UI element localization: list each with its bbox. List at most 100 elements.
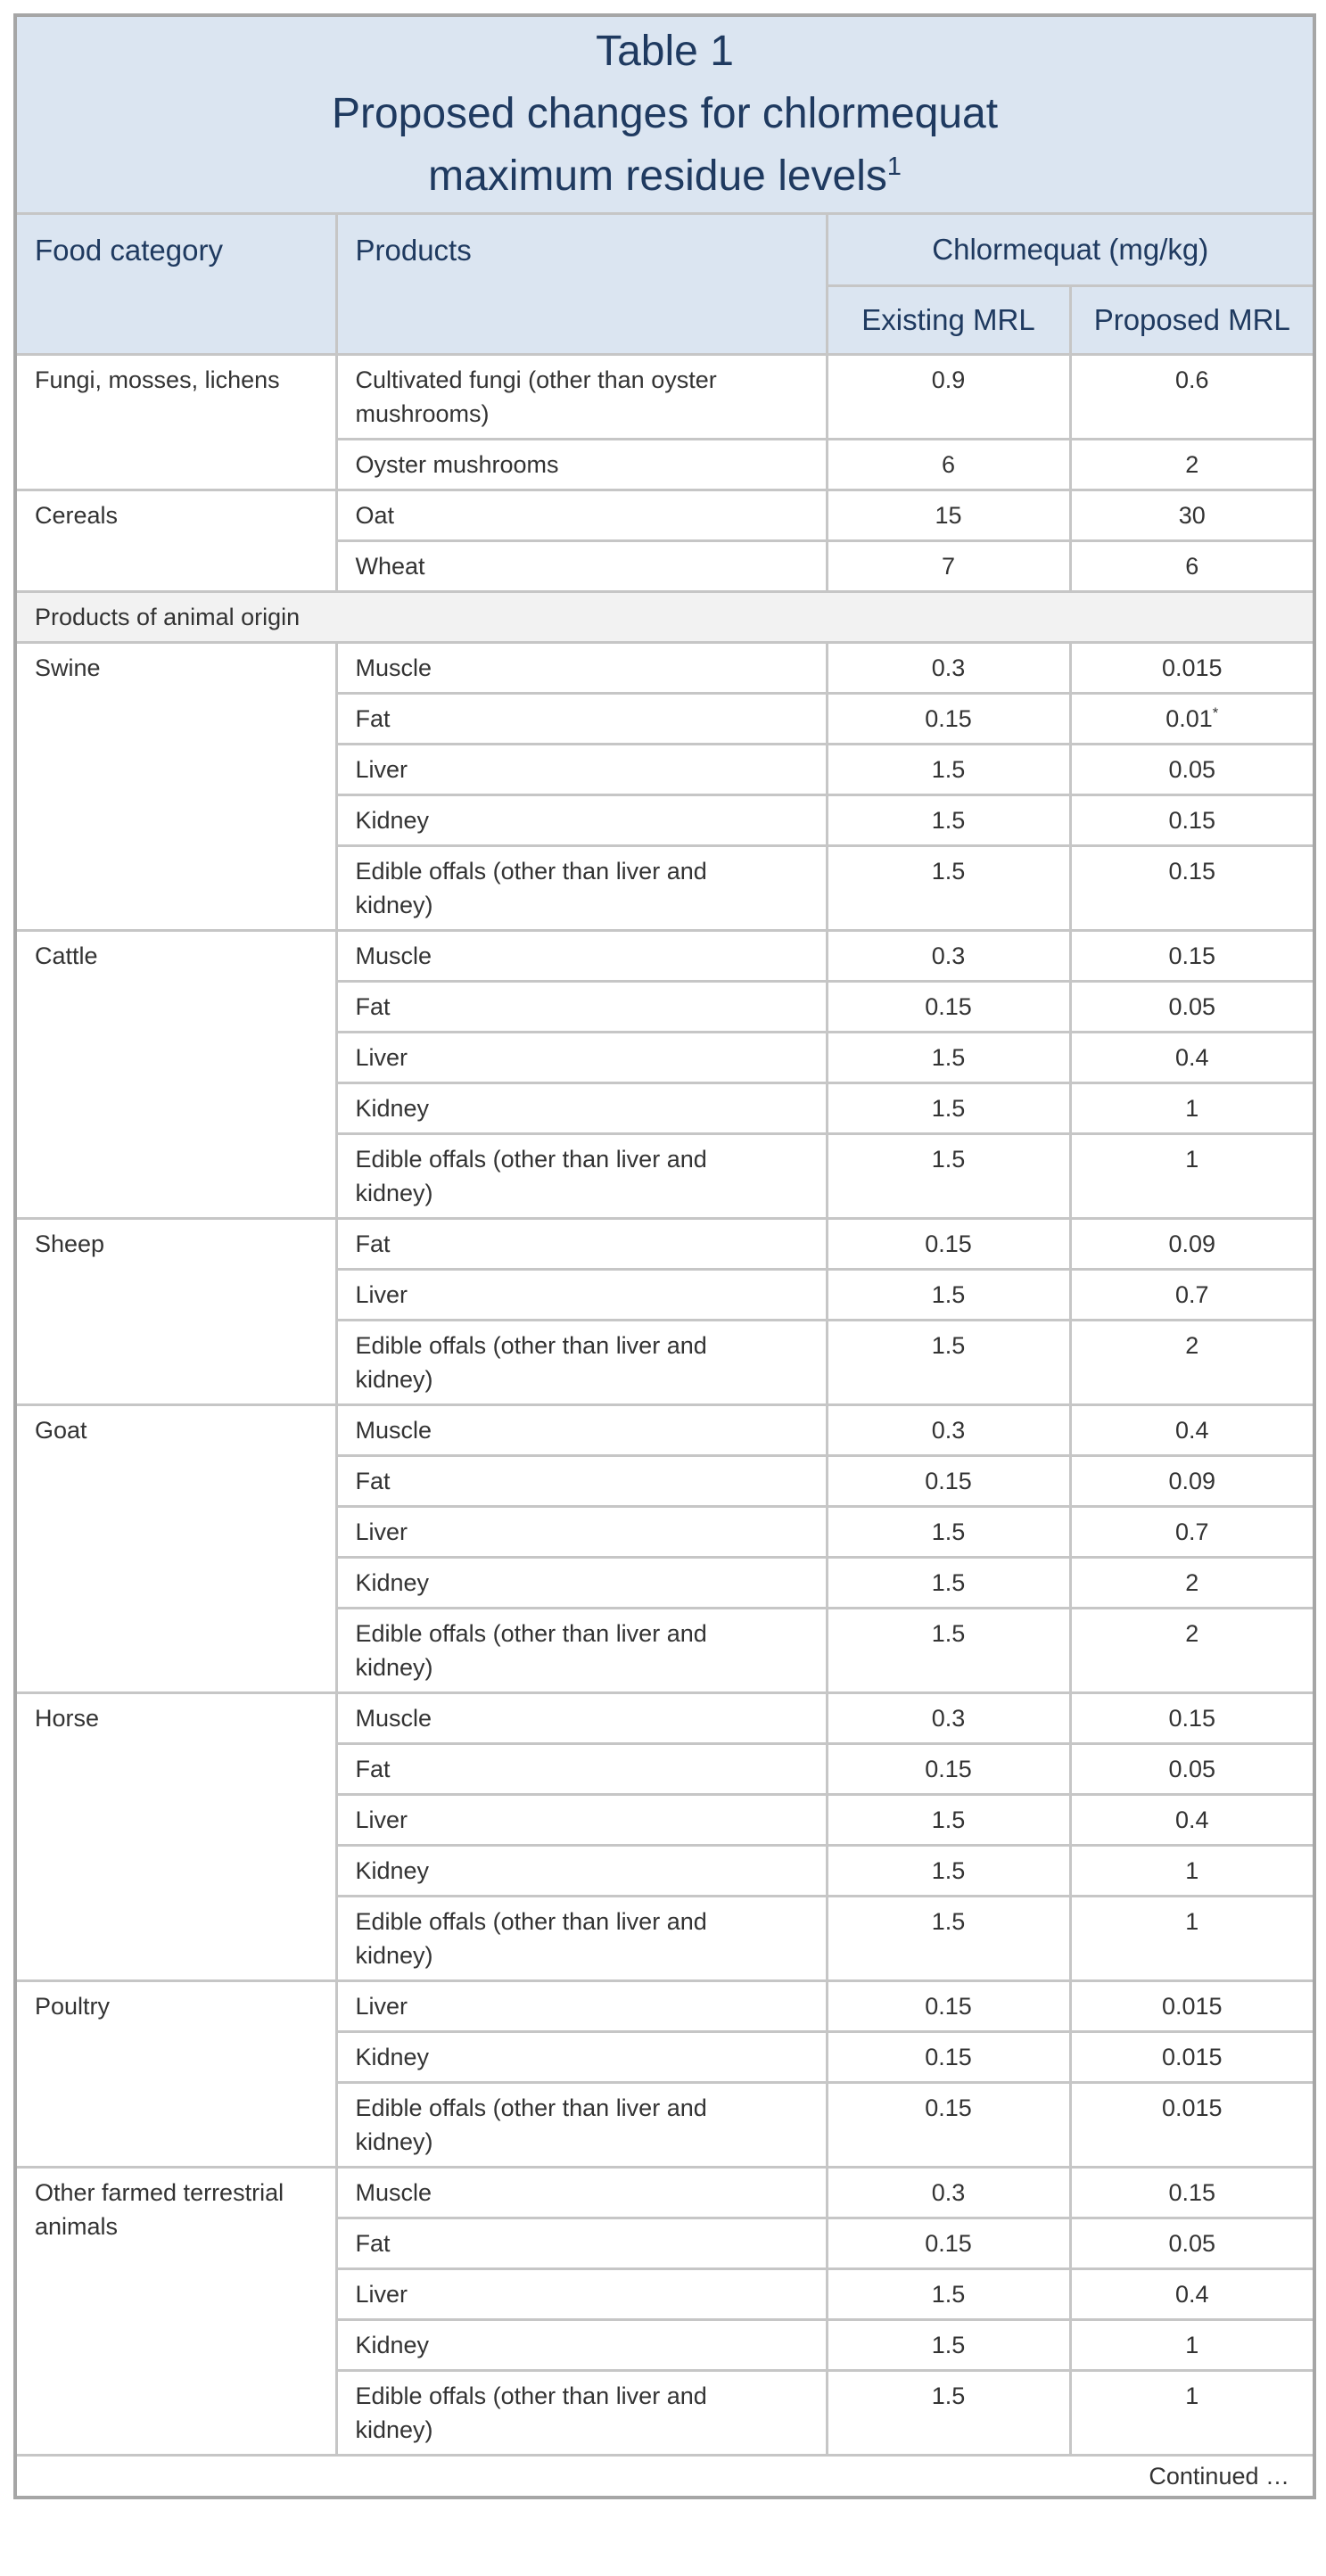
existing-mrl-cell: 1.5 — [825, 793, 1072, 847]
product-cell: Liver — [334, 742, 828, 796]
header-chlormequat-group: Chlormequat (mg/kg) — [825, 211, 1316, 287]
category-cell: Cattle — [13, 928, 338, 1220]
existing-mrl-cell: 1.5 — [825, 1555, 1072, 1609]
product-cell: Oyster mushrooms — [334, 437, 828, 491]
mrl-table: Table 1 Proposed changes for chlormequat… — [13, 13, 1316, 2499]
existing-mrl-cell: 1.5 — [825, 1792, 1072, 1847]
table-row: Edible offals (other than liver and kidn… — [15, 1132, 1316, 1220]
proposed-mrl-cell: 1 — [1068, 2368, 1316, 2457]
proposed-mrl-cell: 0.7 — [1068, 1267, 1316, 1321]
product-cell: Fat — [334, 691, 828, 745]
existing-mrl-cell: 1.5 — [825, 1318, 1072, 1406]
continued-label: Continued … — [13, 2453, 1316, 2499]
proposed-mrl-cell: 2 — [1068, 437, 1316, 491]
product-cell: Kidney — [334, 2317, 828, 2372]
existing-mrl-cell: 1.5 — [825, 1504, 1072, 1559]
existing-mrl-cell: 0.15 — [825, 2080, 1072, 2169]
header-proposed-mrl: Proposed MRL — [1068, 284, 1316, 356]
product-cell: Edible offals (other than liver and kidn… — [334, 1318, 828, 1406]
existing-mrl-cell: 0.15 — [825, 1453, 1072, 1508]
table-row: Fungi, mosses, lichens Cultivated fungi (… — [13, 352, 1316, 491]
proposed-mrl-cell: 1 — [1068, 1894, 1316, 1982]
proposed-mrl-cell: 0.05 — [1068, 1741, 1316, 1796]
proposed-mrl-cell: 1 — [1068, 1132, 1316, 1220]
table-title-line3: maximum residue levels1 — [428, 152, 902, 201]
category-cell: Cereals — [13, 488, 338, 593]
table-row: Fat 0.15 0.05 — [15, 979, 1316, 1033]
existing-mrl-cell: 0.15 — [825, 2029, 1072, 2084]
product-cell: Fat — [334, 979, 828, 1033]
product-cell: Edible offals (other than liver and kidn… — [334, 2368, 828, 2457]
product-cell: Liver — [334, 1792, 828, 1847]
section-header-cell: Products of animal origin — [13, 589, 1316, 644]
proposed-mrl-cell: 6 — [1068, 539, 1316, 593]
product-cell: Fat — [334, 1453, 828, 1508]
product-cell: Edible offals (other than liver and kidn… — [334, 844, 828, 932]
category-cell: Horse — [13, 1691, 338, 1982]
category-cell: Swine — [13, 640, 338, 932]
table-row: Fat 0.15 0.05 — [15, 1741, 1316, 1796]
table-row: Fat 0.15 0.01* — [15, 691, 1316, 745]
category-cell: Fungi, mosses, lichens — [13, 352, 338, 491]
table-row: Kidney 1.5 1 — [15, 2317, 1316, 2372]
product-cell: Liver — [334, 2267, 828, 2321]
table-row: Poultry Liver 0.15 0.015 — [13, 1979, 1316, 2169]
table-row: Liver 1.5 0.7 — [15, 1504, 1316, 1559]
product-cell: Fat — [334, 1216, 828, 1271]
table-row: Fat 0.15 0.09 — [15, 1453, 1316, 1508]
existing-mrl-cell: 1.5 — [825, 1894, 1072, 1982]
proposed-mrl-cell: 0.15 — [1068, 2165, 1316, 2219]
table-row: Liver 1.5 0.05 — [15, 742, 1316, 796]
product-cell: Edible offals (other than liver and kidn… — [334, 1606, 828, 1694]
table-row: Sheep Fat 0.15 0.09 — [13, 1216, 1316, 1406]
existing-mrl-cell: 7 — [825, 539, 1072, 593]
product-cell: Edible offals (other than liver and kidn… — [334, 1132, 828, 1220]
proposed-mrl-cell: 1 — [1068, 1081, 1316, 1135]
existing-mrl-cell: 1.5 — [825, 844, 1072, 932]
existing-mrl-cell: 1.5 — [825, 1267, 1072, 1321]
proposed-mrl-cell: 0.7 — [1068, 1504, 1316, 1559]
product-cell: Kidney — [334, 793, 828, 847]
proposed-mrl-cell: 0.09 — [1068, 1216, 1316, 1271]
proposed-mrl-cell: 0.05 — [1068, 979, 1316, 1033]
table-row: Liver 1.5 0.4 — [15, 1792, 1316, 1847]
table-row: Cattle Muscle 0.3 0.15 — [13, 928, 1316, 1220]
category-cell: Goat — [13, 1403, 338, 1694]
existing-mrl-cell: 1.5 — [825, 742, 1072, 796]
proposed-mrl-cell: 30 — [1068, 488, 1316, 542]
table-row: Kidney 1.5 1 — [15, 1843, 1316, 1897]
proposed-mrl-cell: 0.4 — [1068, 1403, 1316, 1457]
proposed-mrl-cell: 0.4 — [1068, 1030, 1316, 1084]
existing-mrl-cell: 0.3 — [825, 1403, 1072, 1457]
table-title-row: Table 1 Proposed changes for chlormequat… — [13, 13, 1316, 215]
category-cell: Other farmed terrestrial animals — [13, 2165, 338, 2457]
table-row: Edible offals (other than liver and kidn… — [15, 2080, 1316, 2169]
header-existing-mrl: Existing MRL — [825, 284, 1072, 356]
existing-mrl-cell: 15 — [825, 488, 1072, 542]
existing-mrl-cell: 0.15 — [825, 1216, 1072, 1271]
proposed-mrl-cell: 0.05 — [1068, 742, 1316, 796]
table-row: Edible offals (other than liver and kidn… — [15, 844, 1316, 932]
existing-mrl-cell: 1.5 — [825, 2317, 1072, 2372]
title-footnote-marker: 1 — [886, 152, 902, 182]
table-row: Edible offals (other than liver and kidn… — [15, 1318, 1316, 1406]
product-cell: Muscle — [334, 1691, 828, 1745]
existing-mrl-cell: 1.5 — [825, 2368, 1072, 2457]
table-row: Liver 1.5 0.4 — [15, 2267, 1316, 2321]
product-cell: Liver — [334, 1979, 828, 2033]
product-cell: Edible offals (other than liver and kidn… — [334, 2080, 828, 2169]
product-cell: Kidney — [334, 1843, 828, 1897]
proposed-mrl-cell: 0.09 — [1068, 1453, 1316, 1508]
existing-mrl-cell: 0.15 — [825, 2216, 1072, 2270]
table-row: Kidney 1.5 0.15 — [15, 793, 1316, 847]
table-row: Edible offals (other than liver and kidn… — [15, 1894, 1316, 1982]
product-cell: Cultivated fungi (other than oyster mush… — [334, 352, 828, 440]
category-cell: Sheep — [13, 1216, 338, 1406]
table-title-line2: Proposed changes for chlormequat — [331, 90, 999, 138]
proposed-mrl-cell: 2 — [1068, 1606, 1316, 1694]
product-cell: Muscle — [334, 2165, 828, 2219]
existing-mrl-cell: 1.5 — [825, 2267, 1072, 2321]
table-row: Kidney 1.5 1 — [15, 1081, 1316, 1135]
table-row: Goat Muscle 0.3 0.4 — [13, 1403, 1316, 1694]
